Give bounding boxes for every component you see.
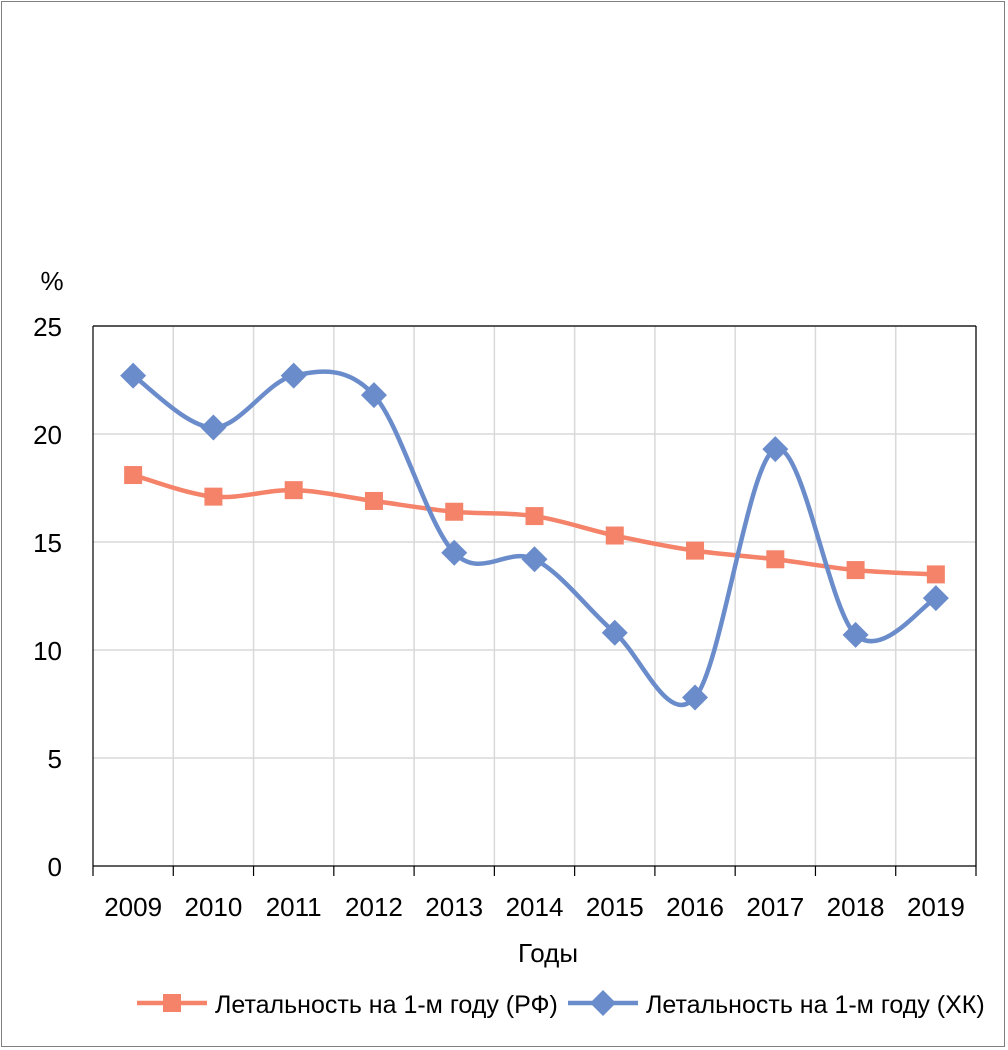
data-point-square	[525, 507, 544, 526]
data-point-diamond	[200, 414, 227, 441]
y-tick-label: 0	[48, 852, 62, 882]
x-tick-label: 2014	[506, 892, 564, 922]
data-point-diamond	[521, 546, 548, 573]
data-point-square	[204, 487, 223, 506]
data-point-diamond	[682, 684, 709, 711]
data-point-square	[766, 550, 785, 569]
data-point-diamond	[922, 585, 949, 612]
data-point-square	[926, 565, 945, 584]
x-axis-label: Годы	[518, 938, 578, 968]
y-axis-label: %	[40, 266, 63, 296]
data-point-diamond	[842, 621, 869, 648]
legend-marker-square	[163, 994, 181, 1012]
data-point-diamond	[120, 362, 147, 389]
data-point-diamond	[601, 619, 628, 646]
data-point-diamond	[441, 539, 468, 566]
data-point-square	[605, 526, 624, 545]
x-tick-label: 2016	[666, 892, 724, 922]
x-tick-label: 2017	[746, 892, 804, 922]
x-tick-label: 2019	[907, 892, 965, 922]
data-point-square	[364, 491, 383, 510]
y-tick-label: 10	[33, 636, 62, 666]
x-tick-label: 2012	[345, 892, 403, 922]
x-tick-label: 2018	[827, 892, 885, 922]
data-point-diamond	[762, 436, 789, 463]
x-tick-label: 2009	[104, 892, 162, 922]
x-tick-label: 2013	[425, 892, 483, 922]
data-point-square	[445, 502, 464, 521]
y-tick-label: 15	[33, 528, 62, 558]
x-tick-label: 2015	[586, 892, 644, 922]
y-tick-label: 25	[33, 312, 62, 342]
data-point-diamond	[280, 362, 307, 389]
data-point-square	[686, 541, 705, 560]
x-tick-label: 2010	[184, 892, 242, 922]
y-tick-label: 5	[48, 744, 62, 774]
legend-label: Летальность на 1-м году (РФ)	[215, 991, 558, 1019]
legend-label: Летальность на 1-м году (ХК)	[646, 991, 985, 1019]
data-point-square	[846, 561, 865, 580]
x-tick-label: 2011	[266, 892, 322, 922]
data-point-square	[124, 466, 143, 485]
y-tick-label: 20	[33, 420, 62, 450]
data-point-square	[284, 481, 303, 500]
data-point-diamond	[360, 382, 387, 409]
legend-marker-diamond	[590, 990, 616, 1016]
